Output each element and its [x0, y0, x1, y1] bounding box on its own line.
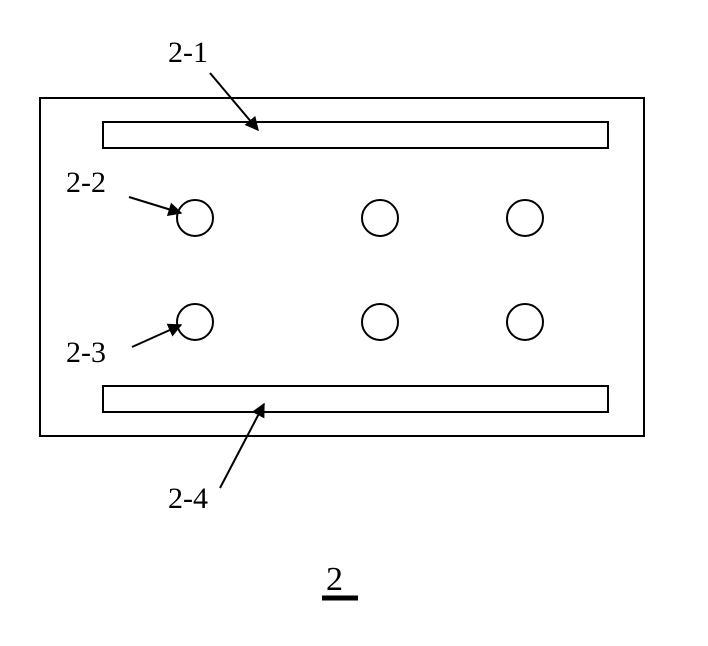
circle-row-bottom: [177, 304, 543, 340]
diagram-canvas: 2-1 2-2 2-3 2-4 2: [0, 0, 708, 646]
label-2-2: 2-2: [66, 166, 106, 199]
hole-circle: [177, 304, 213, 340]
leader-arrow-2-2: [129, 197, 181, 213]
figure-number-label: 2: [326, 561, 343, 598]
hole-circle: [507, 200, 543, 236]
label-2-3: 2-3: [66, 336, 106, 369]
hole-circle: [177, 200, 213, 236]
hole-circle: [507, 304, 543, 340]
hole-circle: [362, 200, 398, 236]
label-2-4: 2-4: [168, 482, 208, 515]
leader-arrow-2-3: [132, 325, 181, 347]
circle-row-top: [177, 200, 543, 236]
top-slot: [103, 122, 608, 148]
bottom-slot: [103, 386, 608, 412]
hole-circle: [362, 304, 398, 340]
leader-arrow-2-4: [220, 404, 264, 488]
label-2-1: 2-1: [168, 36, 208, 69]
